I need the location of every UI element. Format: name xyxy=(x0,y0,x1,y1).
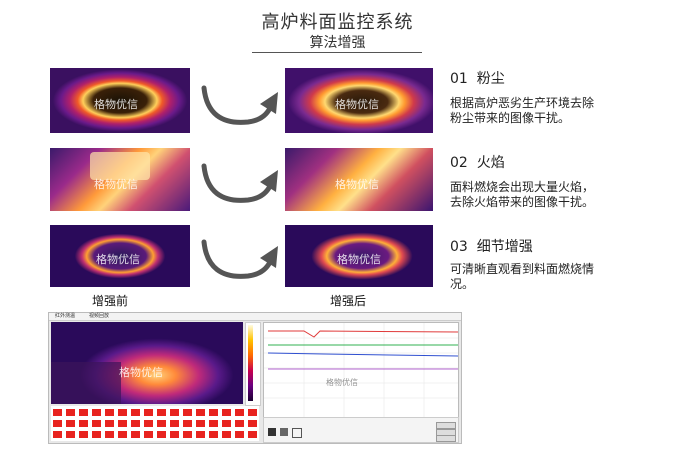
watermark: 格物优信 xyxy=(326,377,358,387)
measurement-cell xyxy=(170,409,179,416)
feature-label: 细节增强 xyxy=(476,239,533,255)
measurement-cell xyxy=(222,409,231,416)
measurement-cell xyxy=(209,409,218,416)
measurement-cell xyxy=(235,431,244,438)
subtitle-underline xyxy=(252,52,422,53)
watermark: 格物优信 xyxy=(335,98,379,111)
measurement-cell xyxy=(118,409,127,416)
page-subtitle: 算法增强 xyxy=(309,35,366,51)
after-image-detail: 格物优信 xyxy=(285,225,433,287)
measurement-cell xyxy=(92,409,101,416)
before-image-detail: 格物优信 xyxy=(50,225,190,287)
measurement-cell xyxy=(144,431,153,438)
measurement-cell xyxy=(248,409,257,416)
measurement-cell xyxy=(222,431,231,438)
feature-label: 火焰 xyxy=(476,155,505,171)
feature-number: 03 xyxy=(450,239,468,255)
measurement-cell xyxy=(157,431,166,438)
measurement-cell xyxy=(235,409,244,416)
watermark: 格物优信 xyxy=(94,178,138,191)
arrow-curve-icon xyxy=(201,239,278,279)
feature-description: 面料燃烧会出现大量火焰，去除火焰带来的图像干扰。 xyxy=(450,180,595,209)
measurement-cell xyxy=(183,409,192,416)
caption-after: 增强后 xyxy=(330,294,367,308)
measurement-cell xyxy=(53,431,62,438)
watermark: 格物优信 xyxy=(337,253,381,266)
watermark: 格物优信 xyxy=(94,98,138,111)
measurement-cell xyxy=(79,409,88,416)
software-window: 红外测温 视频回放 格物优信 格物优信 xyxy=(48,312,462,444)
flame-highlight xyxy=(90,152,150,180)
measurement-cell xyxy=(53,409,62,416)
measurement-cell xyxy=(196,409,205,416)
measurement-cell xyxy=(105,431,114,438)
arrow-curve-icon xyxy=(201,85,278,125)
measurement-cell xyxy=(118,431,127,438)
measurement-cell xyxy=(248,431,257,438)
measurement-cell xyxy=(79,420,88,427)
measurement-cell xyxy=(131,409,140,416)
measurement-cell xyxy=(170,420,179,427)
measurement-cell xyxy=(235,420,244,427)
measurement-cell xyxy=(105,420,114,427)
before-image-flame: 格物优信 xyxy=(50,148,190,211)
after-image-dust: 格物优信 xyxy=(285,68,433,133)
feature-description: 可清晰直观看到料面燃烧情况。 xyxy=(450,262,595,291)
tab-infrared[interactable]: 红外测温 xyxy=(55,313,76,319)
control-button[interactable] xyxy=(436,422,456,429)
feature-description: 根据高炉恶劣生产环境去除粉尘带来的图像干扰。 xyxy=(450,96,595,125)
measurement-cell xyxy=(157,420,166,427)
measurement-cell xyxy=(222,420,231,427)
before-image-dust: 格物优信 xyxy=(50,68,190,133)
measurement-cell xyxy=(144,420,153,427)
feature-number: 01 xyxy=(450,71,468,87)
feature-dust: 01 粉尘 根据高炉恶劣生产环境去除粉尘带来的图像干扰。 xyxy=(450,68,600,126)
tab-playback[interactable]: 视频回放 xyxy=(89,313,110,319)
control-panel xyxy=(263,417,459,443)
measurement-cell xyxy=(92,420,101,427)
feature-number: 02 xyxy=(450,155,468,171)
measurement-cell xyxy=(66,409,75,416)
measurement-cell xyxy=(131,420,140,427)
measurement-cell xyxy=(183,420,192,427)
page-title: 高炉料面监控系统 xyxy=(261,12,414,33)
measurement-cell xyxy=(196,420,205,427)
watermark: 格物优信 xyxy=(335,178,379,191)
measurement-cell xyxy=(157,409,166,416)
measurement-cell xyxy=(131,431,140,438)
measurement-cell xyxy=(118,420,127,427)
temperature-graph: 格物优信 xyxy=(263,322,459,418)
arrow-curve-icon xyxy=(201,163,278,203)
measurement-cell xyxy=(183,431,192,438)
measurement-cell xyxy=(92,431,101,438)
watermark: 格物优信 xyxy=(96,253,140,266)
measurement-cell xyxy=(209,431,218,438)
control-icon[interactable] xyxy=(292,428,302,438)
measurement-cell xyxy=(66,431,75,438)
measurement-grid xyxy=(51,406,259,441)
control-icon[interactable] xyxy=(280,428,288,436)
measurement-cell xyxy=(79,431,88,438)
caption-before: 增强前 xyxy=(92,294,129,308)
feature-label: 粉尘 xyxy=(476,71,505,87)
control-icon[interactable] xyxy=(268,428,276,436)
left-dark-area xyxy=(51,362,121,404)
measurement-cell xyxy=(209,420,218,427)
measurement-cell xyxy=(170,431,179,438)
measurement-cell xyxy=(248,420,257,427)
feature-flame: 02 火焰 面料燃烧会出现大量火焰，去除火焰带来的图像干扰。 xyxy=(450,152,600,210)
live-thermal-view: 格物优信 xyxy=(51,322,243,404)
measurement-cell xyxy=(105,409,114,416)
after-image-flame: 格物优信 xyxy=(285,148,433,211)
watermark: 格物优信 xyxy=(119,366,163,379)
measurement-cell xyxy=(66,420,75,427)
measurement-cell xyxy=(53,420,62,427)
temperature-colorbar xyxy=(245,322,261,406)
window-titlebar: 红外测温 视频回放 xyxy=(49,313,461,321)
measurement-cell xyxy=(196,431,205,438)
feature-detail: 03 细节增强 可清晰直观看到料面燃烧情况。 xyxy=(450,236,600,292)
measurement-cell xyxy=(144,409,153,416)
control-button[interactable] xyxy=(436,435,456,442)
